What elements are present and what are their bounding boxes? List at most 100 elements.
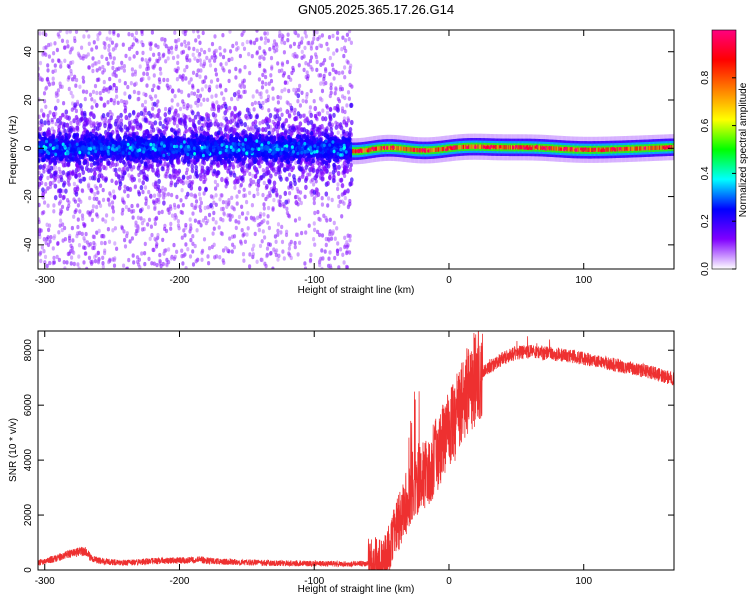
spectrogram-cell	[73, 199, 78, 204]
spectrogram-cell	[215, 84, 219, 89]
spectrogram-cell	[342, 45, 347, 50]
spectrogram-cell	[236, 45, 240, 51]
spectrogram-cell	[258, 243, 263, 249]
spectrogram-cell	[234, 41, 239, 46]
spectrogram-cell	[119, 112, 123, 118]
spectrogram-cell	[341, 70, 345, 75]
spectrogram-cell	[300, 55, 304, 60]
spectrogram-cell	[76, 203, 80, 208]
spectrogram-cell	[112, 263, 117, 268]
spectrogram-cell	[105, 213, 109, 218]
spectrogram-cell	[331, 169, 336, 175]
spectrogram-cell	[188, 254, 193, 259]
spectrogram-cell	[56, 174, 61, 179]
spectrogram-cell	[101, 261, 105, 266]
spectrogram-cell	[122, 166, 126, 172]
spectrogram-cell	[193, 243, 197, 249]
spectrogram-cell	[313, 242, 317, 247]
spectrogram-cell	[56, 241, 60, 246]
spectrogram-cell	[156, 85, 160, 90]
spectrogram-cell	[162, 195, 166, 200]
spectrogram-cell	[126, 193, 130, 199]
spectrogram-cell	[95, 196, 99, 202]
spectrogram-cell	[268, 159, 273, 165]
spectrogram-cell	[224, 103, 228, 109]
spectrogram-cell	[244, 216, 248, 221]
spectrogram-cell	[172, 120, 177, 126]
spectrogram-cell	[263, 51, 267, 56]
spectrogram-cell	[230, 249, 234, 254]
spectrogram-cell	[158, 56, 162, 61]
spectrogram-cell	[177, 37, 181, 43]
spectrogram-cell	[275, 248, 279, 253]
spectrogram-cell	[239, 84, 243, 90]
spectrogram-cell	[266, 242, 271, 247]
spectrogram-cell	[90, 47, 94, 52]
spectrogram-cell	[259, 36, 263, 41]
spectrogram-cell	[52, 260, 57, 265]
spectrogram-cell	[56, 98, 60, 104]
spectrogram-cell	[184, 43, 188, 49]
spectrogram-cell	[337, 164, 341, 170]
spectrogram-cell	[176, 219, 180, 224]
spectrogram-cell	[81, 56, 85, 61]
spectrogram-cell	[280, 239, 285, 245]
spectrogram-cell	[87, 255, 92, 261]
spectrogram-cell	[255, 259, 259, 264]
spectrogram-cell	[65, 30, 69, 35]
spectrogram-cell	[158, 259, 162, 264]
spectrogram-cell	[132, 54, 136, 59]
spectrogram-cell	[206, 97, 210, 103]
spectrogram-cell	[321, 79, 325, 85]
spectrogram-cell	[230, 96, 234, 102]
spectrogram-cell	[340, 183, 345, 189]
spectrogram-cell	[151, 64, 155, 70]
spectrogram-cell	[234, 75, 238, 80]
spectrogram-cell	[345, 244, 349, 249]
spectrogram-cell	[106, 227, 110, 232]
spectrogram-cell	[62, 101, 66, 106]
spectrogram-cell	[198, 74, 202, 79]
spectrogram-cell	[204, 187, 208, 193]
spectrogram-cell	[47, 227, 51, 233]
spectrogram-cell	[327, 196, 331, 201]
spectrogram-cell	[269, 73, 273, 78]
spectrogram-cell	[211, 231, 215, 236]
spectrogram-cell	[59, 218, 63, 223]
spectrogram-cell	[195, 72, 199, 78]
spectrogram-cell	[308, 172, 312, 177]
spectrogram-cell	[101, 217, 105, 222]
spectrogram-cell	[300, 173, 305, 179]
spectrogram-cell	[75, 163, 80, 169]
spectrogram-cell	[136, 90, 140, 96]
spectrogram-cell	[317, 166, 321, 172]
spectrogram-cell	[336, 241, 340, 246]
spectrogram-cell	[151, 127, 156, 133]
spectrogram-cell	[122, 263, 126, 268]
spectrogram-cell	[139, 216, 143, 221]
spectrogram-cell	[92, 196, 96, 201]
spectrogram-cell	[213, 255, 217, 260]
spectrogram-cell	[101, 197, 106, 203]
spectrogram-cell	[288, 253, 292, 258]
spectrogram-cell	[66, 171, 70, 177]
spectrogram-cell	[218, 52, 223, 57]
spectrogram-cell	[214, 193, 218, 198]
spectrogram-cell	[219, 206, 224, 212]
spectrogram-cell	[188, 174, 192, 180]
spectrogram-cell	[58, 193, 62, 199]
spectrogram-cell	[46, 76, 50, 82]
spectrogram-cell	[320, 233, 325, 238]
spectrogram-cell	[180, 42, 184, 47]
spectrogram-cell	[112, 56, 116, 61]
spectrogram-cell	[115, 42, 119, 48]
spectrogram-cell	[199, 62, 203, 67]
spectrogram-cell	[141, 168, 146, 174]
spectrogram-cell	[202, 123, 206, 128]
spectrogram-cell	[205, 165, 210, 171]
spectrogram-cell	[91, 63, 95, 68]
spectrogram-cell	[163, 187, 167, 192]
spectrogram-cell	[345, 168, 350, 174]
spectrogram-cell	[94, 253, 98, 258]
